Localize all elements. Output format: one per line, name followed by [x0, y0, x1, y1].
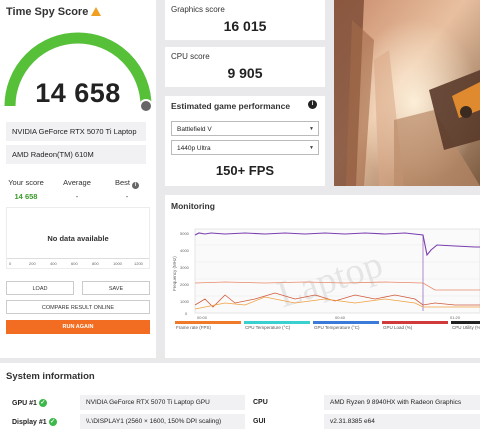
legend-swatch [313, 321, 379, 324]
monitoring-card: Monitoring Laptop 5000 4000 3000 2000 10… [165, 195, 480, 358]
preset-select[interactable]: 1440p Ultra ▼ [171, 140, 319, 155]
compare-online-button[interactable]: COMPARE RESULT ONLINE [6, 300, 150, 314]
score-title: Time Spy Score [6, 6, 89, 18]
gpu-name: NVIDIA GeForce RTX 5070 Ti Laptop GPU [6, 122, 146, 155]
run-again-button[interactable]: RUN AGAIN [6, 320, 150, 334]
best-value: - [125, 192, 129, 201]
score-distribution-chart: No data available 0 200 400 600 800 1000… [6, 207, 150, 269]
score-card: Time Spy Score 14 658 NVIDIA GeForce RTX… [0, 0, 156, 358]
x-tick: 00:00 [197, 315, 208, 320]
average-label: Average [63, 178, 91, 187]
axis-tick: 800 [92, 261, 99, 266]
preset-select-value: 1440p Ultra [177, 145, 211, 152]
legend-label[interactable]: CPU Temperature (°C) [245, 325, 291, 330]
chevron-down-icon: ▼ [309, 145, 314, 151]
y-tick: 4000 [180, 248, 190, 253]
game-select-value: Battlefield V [177, 126, 212, 133]
no-data-message: No data available [47, 234, 109, 243]
save-button[interactable]: SAVE [82, 281, 150, 295]
benchmark-artwork [334, 0, 480, 186]
benchmark-artwork-graphic [334, 0, 480, 186]
y-tick: 1000 [180, 299, 190, 304]
legend-swatch [382, 321, 448, 324]
check-icon: ✓ [48, 418, 57, 426]
legend-label[interactable]: CPU Utility (%) [452, 325, 480, 330]
legend-swatch [244, 321, 310, 324]
monitoring-chart: Laptop 5000 4000 3000 2000 1000 0 00:00 … [172, 228, 480, 320]
your-score-value: 14 658 [14, 192, 38, 201]
info-icon[interactable]: i [308, 100, 317, 109]
x-tick: 01:20 [450, 315, 461, 320]
warning-icon[interactable] [91, 7, 102, 16]
estimated-fps: 150+ FPS [215, 163, 275, 178]
axis-tick: 1000 [113, 261, 122, 266]
y-tick: 0 [185, 311, 188, 316]
legend-label[interactable]: GPU Temperature (°C) [314, 325, 360, 330]
cpu-row-label: CPU [253, 399, 268, 406]
axis-tick: 1200 [134, 261, 143, 266]
total-score: 14 658 [35, 78, 121, 108]
info-icon[interactable]: i [132, 182, 140, 189]
cpu-score-value: 9 905 [227, 65, 263, 81]
game-select[interactable]: Battlefield V ▼ [171, 121, 319, 136]
cpu-score-card: CPU score 9 905 [165, 47, 325, 87]
best-label: Best i [102, 178, 152, 189]
gui-version-value: v2.31.8385 e64 [324, 414, 480, 429]
monitoring-title: Monitoring [171, 201, 215, 211]
legend-swatch [451, 321, 480, 324]
gpu-row-label: GPU #1 ✓ [12, 399, 47, 407]
y-tick: 2000 [180, 282, 190, 287]
your-score-label: Your score [8, 178, 44, 187]
load-button[interactable]: LOAD [6, 281, 74, 295]
display-value: \\.\DISPLAY1 (2560 × 1600, 150% DPI scal… [80, 414, 245, 429]
y-tick: 3000 [180, 265, 190, 270]
y-tick: 5000 [180, 231, 190, 236]
axis-tick: 200 [29, 261, 36, 266]
check-icon: ✓ [38, 399, 47, 407]
average-value: - [75, 192, 79, 201]
gpu-value: NVIDIA GeForce RTX 5070 Ti Laptop GPU [80, 395, 245, 410]
estimated-performance-card: Estimated game performance i Battlefield… [165, 96, 325, 186]
axis-tick: 0 [9, 261, 12, 266]
x-tick: 00:40 [335, 315, 346, 320]
y-axis-label: Frequency (MHz) [172, 256, 177, 291]
score-card-header: Time Spy Score [6, 6, 102, 18]
legend-label[interactable]: GPU Load (%) [383, 325, 413, 330]
graphics-score-value: 16 015 [223, 18, 267, 34]
distribution-axis: 0 200 400 600 800 1000 1200 [7, 258, 149, 268]
graphics-score-label: Graphics score [171, 5, 225, 14]
estimate-title: Estimated game performance [171, 101, 291, 111]
legend-swatch [175, 321, 241, 324]
legend-label[interactable]: Frame rate (FPS) [176, 325, 212, 330]
system-info-title: System information [6, 371, 95, 382]
graphics-score-card: Graphics score 16 015 [165, 0, 325, 40]
cpu-value: AMD Ryzen 9 8940HX with Radeon Graphics [324, 395, 480, 410]
cpu-name: AMD Radeon(TM) 610M [6, 145, 146, 164]
chevron-down-icon: ▼ [309, 126, 314, 132]
gui-row-label: GUI [253, 418, 266, 425]
score-gauge [4, 32, 153, 113]
axis-tick: 600 [71, 261, 78, 266]
axis-tick: 400 [50, 261, 57, 266]
system-information-panel: System information GPU #1 ✓ NVIDIA GeForc… [0, 363, 480, 431]
cpu-score-label: CPU score [171, 52, 210, 61]
display-row-label: Display #1 ✓ [12, 418, 57, 426]
